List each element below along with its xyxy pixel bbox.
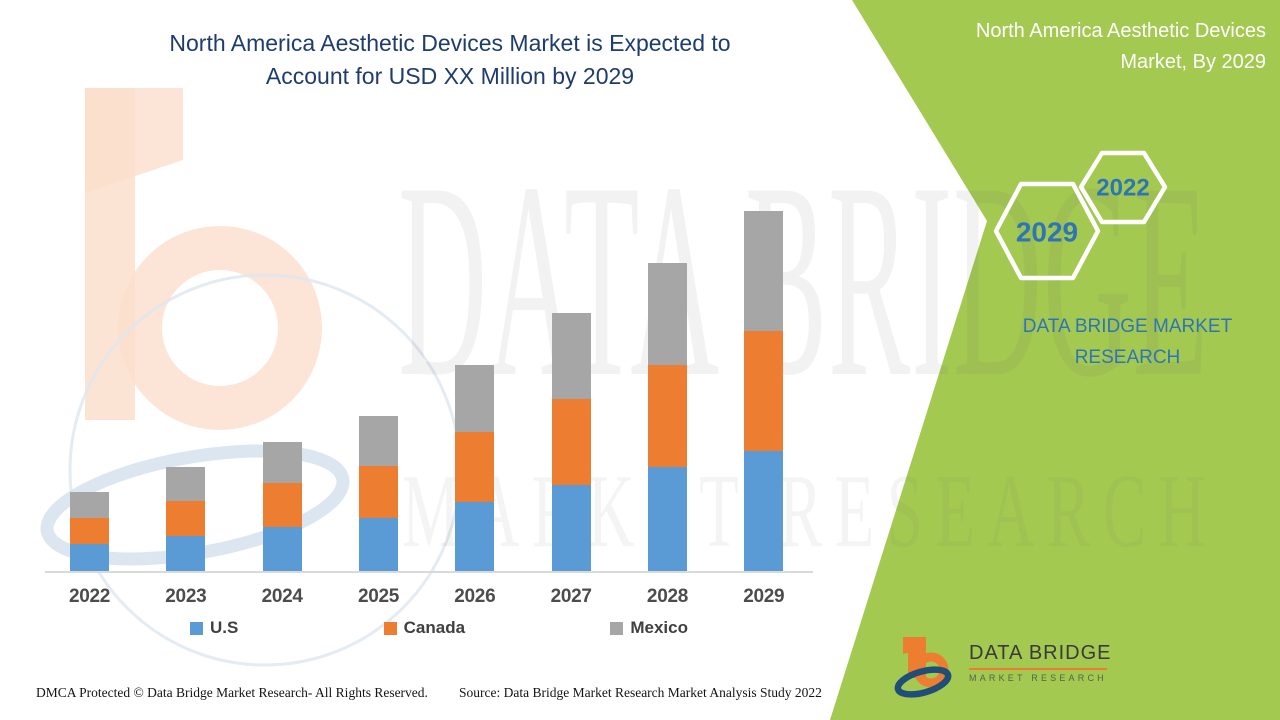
footer-source-text: Source: Data Bridge Market Research Mark… [459, 685, 822, 700]
logo-b-icon [894, 637, 952, 698]
x-axis-label-2025: 2025 [357, 586, 400, 607]
logo-divider [969, 668, 1107, 670]
green-panel-shape [830, 0, 1280, 720]
panel-title: North America Aesthetic Devices Market, … [886, 16, 1266, 78]
bar-segment-mexico [647, 263, 687, 365]
bar-segment-canada [455, 432, 495, 502]
x-axis-label-2027: 2027 [550, 586, 592, 607]
legend-item-us: U.S [190, 618, 238, 638]
bar-segment-mexico [358, 416, 398, 466]
bar-segment-canada [166, 501, 206, 536]
footer-dmca-text: DMCA Protected © Data Bridge Market Rese… [36, 685, 428, 700]
legend-swatch [383, 621, 397, 635]
panel-title-line1: North America Aesthetic Devices [975, 20, 1266, 42]
x-axis-label-2029: 2029 [743, 586, 785, 607]
bar-segment-canada [744, 331, 784, 451]
bar-segment-us [744, 451, 784, 572]
chart-title: North America Aesthetic Devices Market i… [60, 27, 840, 93]
bar-segment-us [455, 502, 495, 572]
bar-segment-us [358, 518, 398, 572]
bar-segment-us [262, 527, 302, 572]
stacked-bar-2025 [358, 416, 398, 572]
logo-name: DATA BRIDGE [969, 642, 1112, 664]
legend-label: Canada [403, 618, 466, 637]
bar-segment-canada [70, 518, 109, 544]
stacked-bar-chart [70, 211, 784, 572]
bar-segment-canada [551, 399, 591, 485]
x-axis-labels: 2022 2023 2024 2025 2026 2027 2028 2029 [68, 586, 785, 607]
bar-segment-mexico [262, 442, 302, 483]
stacked-bar-2028 [647, 263, 687, 572]
bar-segment-mexico [455, 365, 495, 432]
data-bridge-logo: DATA BRIDGE MARKET RESEARCH [893, 634, 1112, 698]
bar-segment-mexico [166, 467, 206, 501]
bar-segment-us [551, 485, 591, 572]
bar-segment-canada [358, 466, 398, 518]
x-axis-label-2024: 2024 [261, 586, 303, 607]
hexagon-2022 [1078, 150, 1168, 225]
chart-title-line1: North America Aesthetic Devices Market i… [169, 30, 731, 56]
stacked-bar-2029 [744, 211, 784, 572]
hexagon-2029 [993, 181, 1101, 281]
x-axis-label-2022: 2022 [68, 586, 111, 607]
panel-title-line2: Market, By 2029 [1120, 51, 1266, 73]
logo-subtitle: MARKET RESEARCH [969, 673, 1107, 683]
bar-segment-canada [262, 483, 302, 527]
x-axis-label-2023: 2023 [165, 586, 207, 607]
hexagon-year-badges: 2029 2022 [993, 150, 1168, 281]
legend-label: U.S [210, 618, 239, 637]
legend-swatch [610, 621, 624, 635]
panel-brand-text: DATA BRIDGE MARKET RESEARCH [985, 311, 1270, 373]
watermark-line2: MARKET RESEARCH [402, 452, 1218, 569]
bar-segment-mexico [551, 313, 591, 399]
bar-segment-canada [647, 365, 687, 467]
x-axis-label-2028: 2028 [646, 586, 689, 607]
stacked-bar-2024 [262, 442, 302, 572]
hexagon-2022-label: 2022 [1096, 175, 1149, 202]
legend-item-canada: Canada [383, 618, 466, 638]
bar-segment-mexico [744, 211, 784, 331]
x-axis-line [45, 571, 813, 573]
stacked-bar-2026 [455, 365, 495, 572]
stacked-bar-2023 [166, 467, 206, 572]
logo-text-block: DATA BRIDGE MARKET RESEARCH [969, 634, 1112, 683]
legend-item-mexico: Mexico [610, 618, 688, 638]
stacked-bar-2022 [70, 492, 109, 572]
legend-swatch [190, 621, 203, 635]
bar-segment-us [166, 536, 206, 572]
legend-label: Mexico [630, 618, 688, 637]
bar-segment-us [647, 467, 687, 572]
panel-brand-line2: RESEARCH [1074, 347, 1181, 368]
legend: U.S Canada Mexico [190, 618, 688, 638]
stacked-bar-2027 [551, 313, 591, 572]
hexagon-2029-label: 2029 [1016, 217, 1078, 248]
bar-segment-mexico [70, 492, 109, 518]
bar-segment-us [70, 544, 109, 572]
x-axis-label-2026: 2026 [454, 586, 496, 607]
chart-title-line2: Account for USD XX Million by 2029 [265, 63, 635, 89]
panel-brand-line1: DATA BRIDGE MARKET [1022, 316, 1233, 337]
